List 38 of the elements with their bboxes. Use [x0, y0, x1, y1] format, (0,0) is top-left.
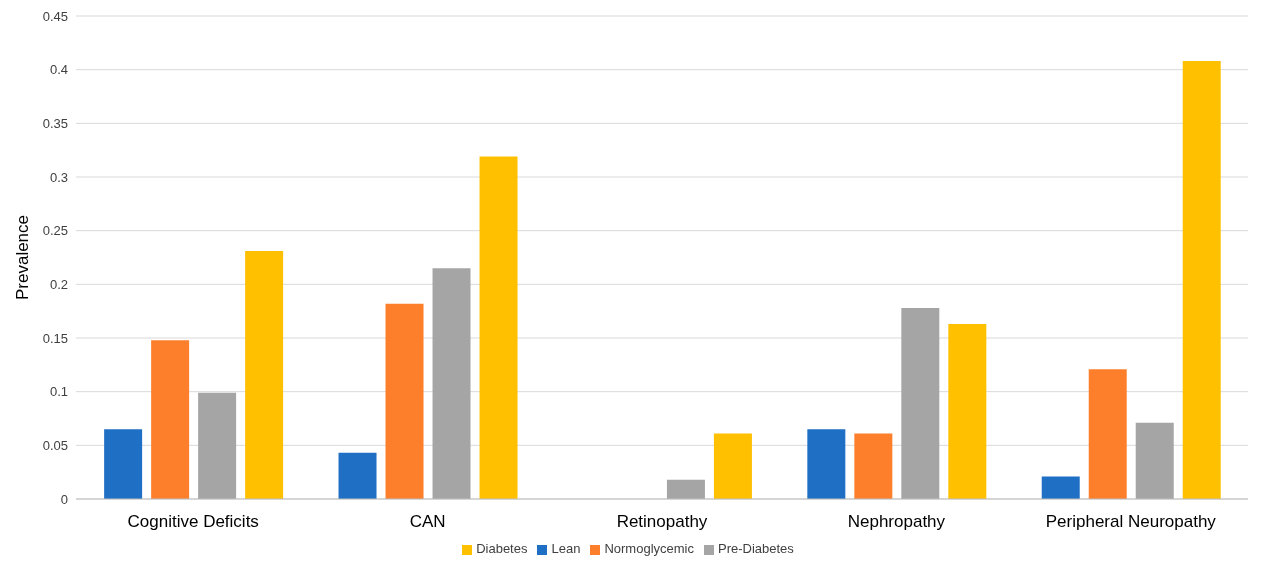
bar — [1135, 422, 1174, 499]
x-tick-label: Retinopathy — [616, 512, 708, 532]
bar — [666, 479, 705, 499]
bar — [198, 392, 237, 499]
y-tick-label: 0.05 — [42, 437, 68, 453]
bar — [1088, 369, 1127, 499]
bar — [807, 429, 846, 499]
y-axis-title: Prevalence — [13, 214, 33, 301]
bar — [245, 251, 284, 499]
bar — [151, 340, 190, 499]
y-tick-label: 0.1 — [49, 384, 68, 400]
bar — [1182, 61, 1221, 499]
legend-label: Normoglycemic — [604, 541, 694, 556]
bar — [948, 324, 987, 499]
legend-label: Lean — [551, 541, 581, 556]
y-tick-label: 0.35 — [42, 115, 68, 131]
legend-label: Diabetes — [476, 541, 528, 556]
bar — [432, 268, 471, 499]
y-tick-label: 0.4 — [49, 62, 68, 78]
bar — [338, 452, 377, 499]
y-tick-label: 0.25 — [42, 223, 68, 239]
bar — [1041, 476, 1080, 499]
bar — [854, 433, 893, 499]
x-tick-label: Cognitive Deficits — [127, 512, 259, 532]
y-tick-label: 0.3 — [49, 169, 68, 185]
y-tick-label: 0.2 — [49, 276, 68, 292]
bar — [713, 433, 752, 499]
bar — [479, 156, 518, 499]
x-tick-label: Peripheral Neuropathy — [1045, 512, 1217, 532]
bar — [901, 307, 940, 499]
legend-label: Pre-Diabetes — [717, 541, 794, 556]
x-tick-label: Nephropathy — [847, 512, 946, 532]
bar — [385, 303, 424, 499]
y-tick-label: 0 — [60, 491, 68, 507]
y-tick-label: 0.15 — [42, 330, 68, 346]
bar — [104, 429, 143, 499]
y-tick-label: 0.45 — [42, 8, 68, 24]
x-tick-label: CAN — [409, 512, 446, 532]
